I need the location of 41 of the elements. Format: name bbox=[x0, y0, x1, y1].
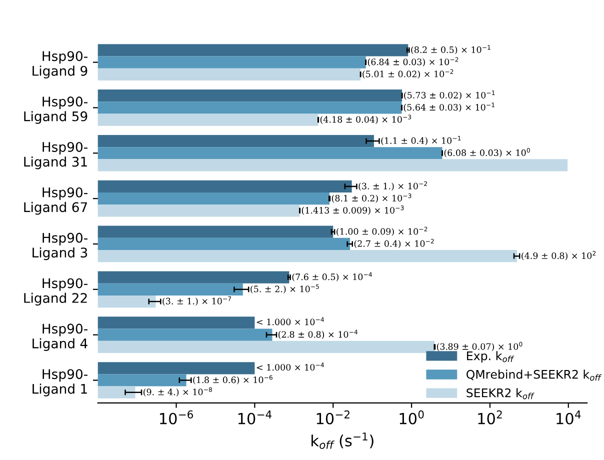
data-label: (5.73 ± 0.02) × 10$^{−1}$ bbox=[404, 90, 495, 100]
x-axis-title: k$_{off}$ (s$^{−1}$) bbox=[312, 432, 374, 449]
data-label: (5. ± 2.) × 10$^{−5}$ bbox=[250, 284, 319, 294]
x-tick-label: 10$^{4}$ bbox=[556, 410, 581, 424]
y-tick-label: Hsp90- Ligand 67 bbox=[24, 187, 88, 215]
y-tick-label: Hsp90- Ligand 3 bbox=[32, 232, 88, 260]
data-label: (6.84 ± 0.03) × 10$^{−2}$ bbox=[368, 57, 458, 66]
x-tick-label: 10$^{−2}$ bbox=[316, 410, 350, 424]
data-label: (8.2 ± 0.5) × 10$^{−1}$ bbox=[411, 45, 490, 54]
data-label: < 1.000 × 10$^{−4}$ bbox=[256, 362, 324, 371]
data-label: (1.1 ± 0.4) × 10$^{−1}$ bbox=[381, 136, 461, 146]
data-label: (1.8 ± 0.6) × 10$^{−6}$ bbox=[193, 375, 272, 384]
data-label: (8.1 ± 0.2) × 10$^{−3}$ bbox=[332, 193, 412, 203]
x-tick-label: 10$^{0}$ bbox=[400, 410, 424, 424]
data-label: (6.08 ± 0.03) × 10$^{0}$ bbox=[444, 148, 530, 158]
data-label: (5.64 ± 0.03) × 10$^{−1}$ bbox=[404, 102, 494, 112]
y-tick-label: Hsp90- Ligand 1 bbox=[32, 369, 88, 396]
data-label: (3. ± 1.) × 10$^{−2}$ bbox=[358, 181, 427, 191]
data-label: (3.89 ± 0.07) × 10$^{0}$ bbox=[436, 342, 522, 352]
legend-label: Exp. k$_{off}$ bbox=[467, 351, 514, 363]
data-label: (2.8 ± 0.8) × 10$^{−4}$ bbox=[278, 330, 358, 339]
data-label: (1.413 ± 0.009) × 10$^{−3}$ bbox=[302, 206, 404, 215]
data-label: (4.18 ± 0.04) × 10$^{−3}$ bbox=[320, 114, 412, 124]
y-tick-label: Hsp90- Ligand 22 bbox=[24, 278, 88, 306]
y-tick-label: Hsp90- Ligand 31 bbox=[24, 142, 88, 170]
y-tick-label: Hsp90- Ligand 4 bbox=[32, 324, 88, 351]
data-label: (2.7 ± 0.4) × 10$^{−2}$ bbox=[354, 238, 434, 248]
data-label: (5.01 ± 0.02) × 10$^{−2}$ bbox=[362, 69, 454, 79]
data-label: (9. ± 4.) × 10$^{−8}$ bbox=[144, 387, 212, 397]
x-tick-label: 10$^{2}$ bbox=[478, 410, 502, 424]
legend-label: QMrebind+SEEKR2 k$_{off}$ bbox=[466, 370, 602, 381]
x-tick-label: 10$^{−4}$ bbox=[238, 410, 272, 424]
data-label: (3. ± 1.) × 10$^{−7}$ bbox=[162, 296, 232, 306]
y-tick-label: Hsp90- Ligand 59 bbox=[24, 96, 88, 124]
legend-label: SEEKR2 k$_{off}$ bbox=[466, 388, 534, 400]
y-tick-label: Hsp90- Ligand 9 bbox=[32, 51, 88, 78]
x-tick-label: 10$^{−6}$ bbox=[160, 410, 193, 424]
data-label: (7.6 ± 0.5) × 10$^{−4}$ bbox=[292, 272, 372, 282]
data-label: (4.9 ± 0.8) × 10$^{2}$ bbox=[522, 250, 596, 260]
data-label: (1.00 ± 0.09) × 10$^{−2}$ bbox=[336, 226, 428, 236]
data-label: < 1.000 × 10$^{−4}$ bbox=[256, 317, 324, 326]
